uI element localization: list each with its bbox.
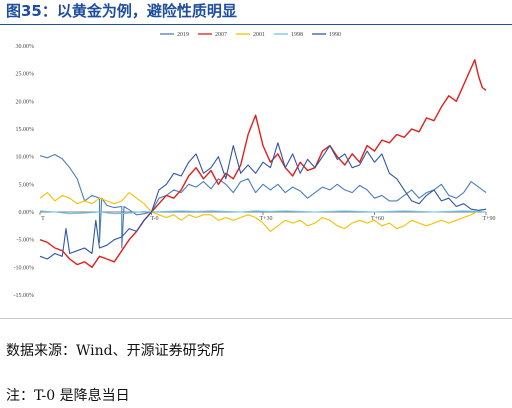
- chart-legend: 2019 2007 2001 1998 1990: [160, 32, 341, 38]
- source-note: 数据来源：Wind、开源证券研究所: [6, 343, 225, 359]
- series-line-2001: [39, 192, 487, 232]
- legend-label: 2001: [253, 32, 265, 38]
- legend-label: 2019: [177, 32, 189, 38]
- legend-label: 1990: [329, 32, 341, 38]
- y-tick-label: -15.00%: [14, 293, 35, 299]
- y-tick-label: -10.00%: [14, 265, 35, 271]
- x-tick-label: T+30: [259, 216, 272, 222]
- y-tick-label: 0.00%: [19, 210, 35, 216]
- y-axis: 30.00% 25.00% 20.00% 15.00% 10.00% 5.00% 0.00%…: [14, 44, 35, 299]
- y-tick-label: 5.00%: [19, 182, 35, 188]
- legend-label: 2007: [215, 32, 227, 38]
- x-tick-label: T-0: [150, 216, 158, 222]
- series-lines: [39, 59, 487, 268]
- y-tick-label: -5.00%: [17, 238, 35, 244]
- bottom-divider: [0, 318, 512, 319]
- title-underline: [0, 24, 512, 25]
- series-line-2007: [39, 59, 487, 268]
- y-tick-label: 20.00%: [16, 99, 35, 105]
- y-tick-label: 25.00%: [16, 72, 35, 78]
- figure-title: 图35：以黄金为例，避险性质明显: [6, 2, 237, 20]
- x-tick-label: T: [41, 216, 45, 222]
- y-tick-label: 15.00%: [16, 127, 35, 133]
- x-tick-label: T+90: [482, 216, 495, 222]
- footnote: 注：T-0 是降息当日: [6, 388, 130, 404]
- line-chart: 2019 2007 2001 1998 1990 30.00% 25.00% 20.00% 1…: [14, 32, 496, 299]
- y-tick-label: 30.00%: [16, 44, 35, 50]
- series-line-1998: [39, 210, 487, 215]
- legend-label: 1998: [291, 32, 303, 38]
- y-tick-label: 10.00%: [16, 155, 35, 161]
- series-line-1990: [39, 142, 487, 260]
- x-tick-label: T+60: [371, 216, 384, 222]
